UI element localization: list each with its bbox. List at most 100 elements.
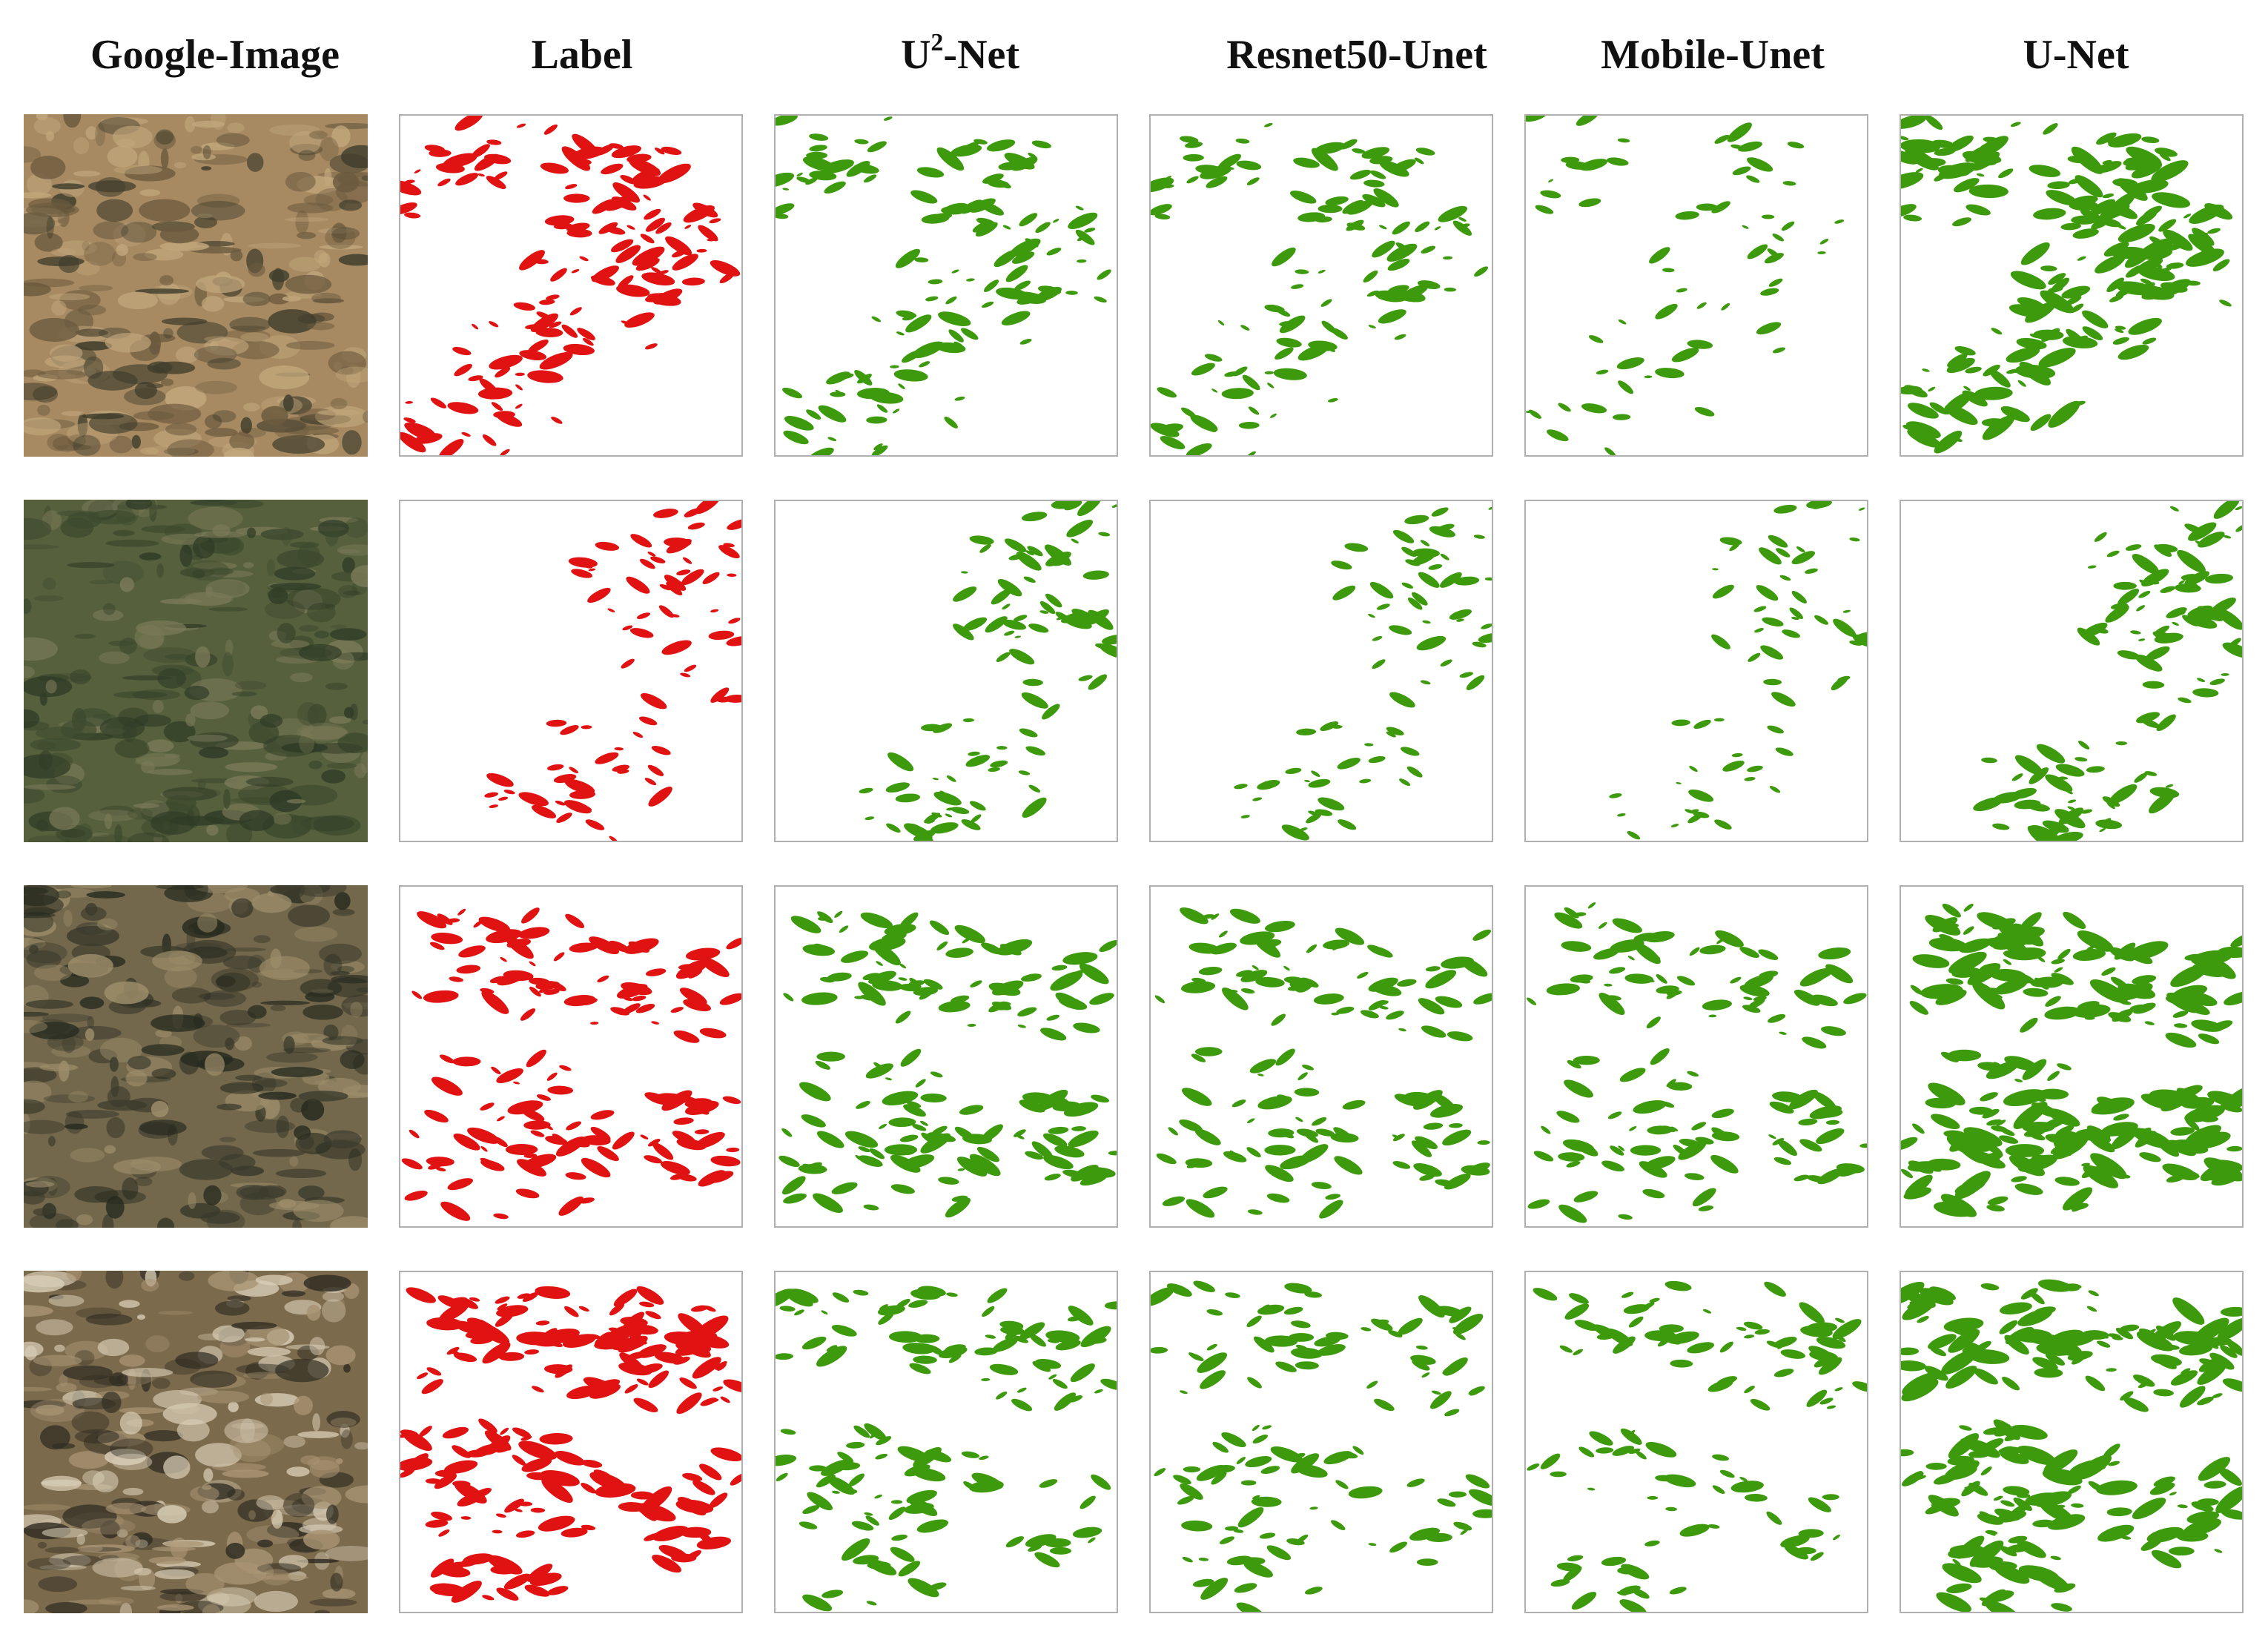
mask-patch (1073, 1022, 1100, 1033)
mask-patch (614, 747, 624, 751)
mask-patch (1902, 424, 1917, 431)
mask-patch (1042, 1133, 1068, 1147)
mask-patch (2020, 242, 2050, 265)
mask-patch (981, 942, 1002, 955)
mask-patch (665, 236, 692, 256)
mask-patch (1768, 1013, 1786, 1023)
mask-patch (1527, 997, 1537, 1005)
mask-patch (1211, 388, 1218, 393)
mask-patch (1986, 1119, 2002, 1126)
mask-patch (1037, 1089, 1068, 1111)
mask-patch (809, 145, 827, 152)
mask-patch (654, 148, 665, 155)
mask-patch (885, 782, 910, 793)
mask-patch (1019, 339, 1032, 345)
mask-patch (1252, 1424, 1260, 1432)
mask-patch (858, 982, 886, 1006)
mask-patch (1361, 147, 1390, 159)
mask-patch (1303, 1131, 1319, 1143)
mask-patch (1901, 204, 1917, 218)
mask-patch (2011, 773, 2023, 781)
mask-patch (1661, 1101, 1675, 1108)
mask-patch (1939, 933, 1957, 944)
mask-patch (1449, 609, 1472, 620)
mask-patch (465, 1330, 489, 1339)
mask-patch (968, 751, 980, 756)
mask-patch (1604, 447, 1616, 455)
mask-patch (1606, 157, 1629, 166)
mask-patch (1166, 1283, 1192, 1297)
mask-patch (519, 250, 545, 271)
mask-patch (1447, 1031, 1473, 1042)
mask-patch (1019, 213, 1038, 227)
mask-patch (2219, 300, 2232, 307)
mask-patch (1753, 606, 1767, 612)
mask-patch (1082, 570, 1109, 580)
segmentation-mask-resnet50 (1149, 114, 1493, 457)
mask-patch (1818, 947, 1851, 960)
mask-patch (1200, 1578, 1229, 1600)
mask-patch (1750, 1398, 1771, 1411)
mask-patch (976, 1146, 1000, 1162)
mask-patch (403, 417, 416, 423)
mask-patch (1459, 672, 1473, 678)
mask-patch (529, 1572, 562, 1587)
mask-patch (2235, 506, 2242, 511)
mask-patch (431, 1076, 463, 1096)
mask-patch (1528, 409, 1541, 419)
mask-patch (897, 1446, 930, 1463)
mask-patch (469, 1297, 480, 1302)
mask-patch (1019, 1322, 1045, 1340)
mask-patch (535, 328, 563, 337)
mask-patch (1618, 319, 1627, 325)
mask-patch (1945, 1366, 1977, 1389)
mask-patch (1773, 1369, 1794, 1377)
mask-patch (562, 1334, 597, 1348)
mask-patch (466, 1449, 489, 1458)
mask-patch (2150, 1354, 2182, 1366)
mask-patch (1993, 920, 2001, 927)
mask-patch (1288, 1333, 1315, 1342)
mask-patch (1079, 963, 1109, 985)
mask-patch (1946, 1583, 1972, 1594)
mask-patch (1294, 1088, 1320, 1096)
mask-patch (930, 1071, 943, 1078)
mask-patch (1392, 1161, 1411, 1169)
mask-patch (1967, 1349, 2010, 1364)
mask-patch (426, 1157, 454, 1167)
mask-patch (426, 1317, 464, 1331)
mask-patch (853, 1289, 869, 1296)
mask-patch (896, 310, 917, 319)
mask-patch (1712, 568, 1719, 571)
mask-patch (865, 1063, 893, 1079)
mask-patch (1736, 1326, 1747, 1331)
mask-patch (453, 1133, 480, 1151)
mask-patch (430, 1558, 454, 1578)
mask-patch (1764, 1281, 1786, 1297)
mask-patch (1235, 138, 1250, 144)
mask-patch (1959, 1425, 1972, 1431)
mask-patch (730, 1472, 741, 1486)
mask-patch (494, 171, 508, 180)
mask-patch (1045, 1330, 1080, 1343)
mask-patch (1761, 214, 1775, 219)
mask-patch (2080, 209, 2103, 222)
mask-patch (1180, 1483, 1203, 1500)
mask-patch (610, 1007, 630, 1016)
mask-patch (636, 612, 651, 619)
mask-patch (1390, 159, 1416, 173)
mask-patch (898, 977, 907, 981)
mask-patch (1275, 1361, 1297, 1372)
mask-patch (435, 162, 465, 173)
mask-patch (1976, 136, 2009, 158)
mask-patch (1763, 678, 1782, 686)
mask-patch (569, 307, 582, 316)
mask-patch (1559, 1345, 1573, 1353)
mask-patch (851, 1521, 874, 1531)
mask-patch (1820, 1026, 1846, 1036)
mask-patch (694, 1129, 710, 1135)
mask-patch (1805, 568, 1818, 574)
mask-patch (2002, 1376, 2020, 1391)
mask-patch (1264, 304, 1285, 313)
mask-patch (2047, 181, 2070, 190)
